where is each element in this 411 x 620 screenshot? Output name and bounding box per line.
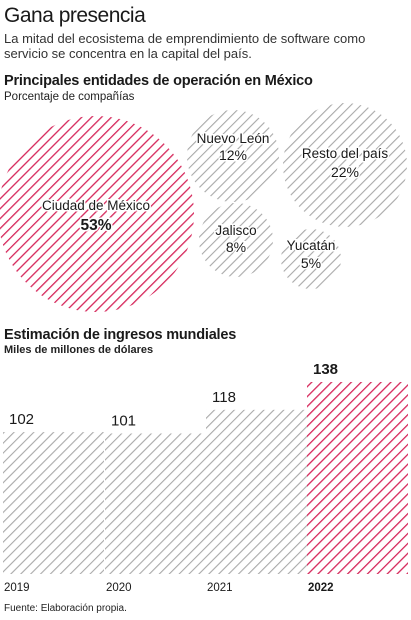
x-tick-label-2019: 2019 xyxy=(4,582,30,594)
bar-chart-subtitle: Miles de millones de dólares xyxy=(4,344,154,356)
bubble-value-yucatan: 5% xyxy=(301,255,321,271)
bar-2022 xyxy=(307,382,408,574)
bar-value-label-2019: 102 xyxy=(9,411,34,428)
page-title: Gana presencia xyxy=(4,4,146,27)
bar-chart-title: Estimación de ingresos mundiales xyxy=(4,327,237,343)
bar-chart: 102 2019 101 2020 118 2021 138 2022 xyxy=(3,361,408,594)
bubble-label-jalisco: Jalisco xyxy=(215,223,256,238)
x-tick-label-2022: 2022 xyxy=(308,582,334,594)
bubble-label-nuevo-leon: Nuevo León xyxy=(197,131,270,146)
bubble-nuevo-leon xyxy=(187,110,279,202)
bar-value-label-2020: 101 xyxy=(111,412,136,429)
bar-value-label-2021: 118 xyxy=(212,389,236,406)
source-note: Fuente: Elaboración propia. xyxy=(4,603,127,614)
x-tick-label-2020: 2020 xyxy=(106,582,132,594)
bubble-chart-title: Principales entidades de operación en Mé… xyxy=(4,73,313,89)
bar-2019 xyxy=(3,432,104,574)
bubble-value-ciudad-de-mexico: 53% xyxy=(80,217,111,234)
bubble-label-ciudad-de-mexico: Ciudad de México xyxy=(42,198,150,213)
bubble-yucatan xyxy=(281,229,341,289)
bubble-chart-subtitle: Porcentaje de compañías xyxy=(4,91,135,103)
bubble-resto-del-pais xyxy=(283,103,407,227)
x-tick-label-2021: 2021 xyxy=(207,582,233,594)
bar-value-label-2022: 138 xyxy=(313,361,338,378)
bar-2020 xyxy=(105,433,206,574)
bar-2021 xyxy=(206,409,307,574)
bubble-ciudad-de-mexico xyxy=(0,116,194,312)
bubble-value-jalisco: 8% xyxy=(226,239,246,255)
bubble-value-resto-del-pais: 22% xyxy=(331,164,359,180)
bubble-label-yucatan: Yucatán xyxy=(287,238,336,253)
bubble-jalisco xyxy=(199,203,273,277)
bubble-label-resto-del-pais: Resto del país xyxy=(302,146,389,161)
page-subtitle: La mitad del ecosistema de emprendimient… xyxy=(4,31,366,61)
bubble-value-nuevo-leon: 12% xyxy=(219,147,247,163)
